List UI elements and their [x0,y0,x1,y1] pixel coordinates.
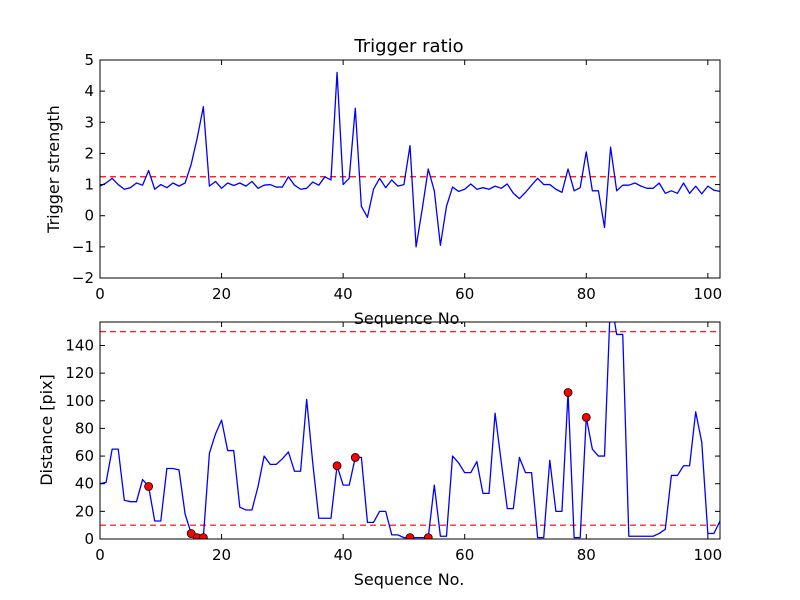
trigger-ratio-plot: Trigger ratio Sequence No. Trigger stren… [44,36,722,328]
distance-y-tick-label: 80 [75,419,94,437]
distance-marker-point [144,482,154,491]
trigger-ratio-y-tick-label: −1 [72,238,94,256]
trigger-ratio-x-tick-label: 40 [334,285,353,303]
distance-marker-point [405,533,415,539]
trigger-ratio-x-tick-label: 60 [455,285,474,303]
distance-y-tick-label: 40 [75,475,94,493]
distance-x-tick-label: 20 [212,546,231,564]
distance-y-tick-label: 60 [75,447,94,465]
distance-plot: Sequence No. Distance [pix] 0 20 40 60 80 100… [37,321,723,589]
trigger-ratio-y-tick-label: 0 [84,207,94,225]
trigger-ratio-y-tick-label: 5 [84,51,94,69]
trigger-ratio-axes-frame [99,59,721,279]
distance-marker-point [350,453,360,462]
distance-x-tick-label: 40 [334,546,353,564]
trigger-ratio-y-tick-label: 3 [84,113,94,131]
distance-x-tick-label: 100 [694,546,723,564]
distance-y-tick-label: 100 [65,392,94,410]
trigger-ratio-series-line [100,71,720,248]
trigger-ratio-y-tick-label: 4 [84,82,94,100]
distance-marker-point [198,533,208,539]
distance-y-tick-label: 140 [65,336,94,354]
distance-data-area [100,322,720,539]
distance-x-tick-label: 80 [577,546,596,564]
distance-marker-point [186,529,196,538]
distance-marker-point [423,533,433,539]
distance-x-label: Sequence No. [354,570,465,589]
distance-y-tick-label: 0 [84,530,94,548]
distance-axes-frame [99,321,721,540]
distance-x-tick-label: 60 [455,546,474,564]
distance-y-tick-label: 20 [75,502,94,520]
trigger-ratio-y-label: Trigger strength [44,105,63,234]
distance-marker-point [332,461,342,471]
trigger-ratio-x-tick-label: 0 [95,285,105,303]
trigger-ratio-title: Trigger ratio [353,36,463,57]
trigger-ratio-data-area [100,71,720,248]
trigger-ratio-y-tick-label: 1 [84,176,94,194]
distance-x-tick-label: 0 [95,546,105,564]
distance-marker-point [563,388,573,397]
distance-y-tick-label: 120 [65,364,94,382]
trigger-ratio-y-tick-label: 2 [84,144,94,162]
trigger-ratio-x-label: Sequence No. [354,309,465,328]
distance-y-label: Distance [pix] [37,374,56,486]
trigger-ratio-x-tick-label: 80 [577,285,596,303]
trigger-ratio-y-tick-label: −2 [72,269,94,287]
trigger-ratio-x-tick-label: 100 [694,285,723,303]
distance-marker-point [581,412,591,422]
trigger-ratio-x-tick-label: 20 [212,285,231,303]
